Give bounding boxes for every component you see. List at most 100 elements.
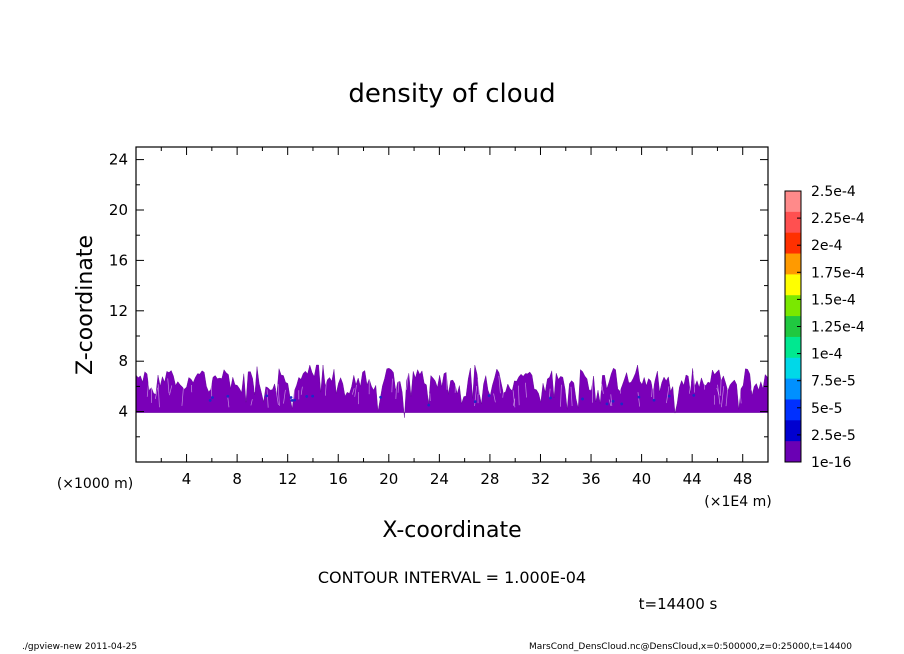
cloud-gap [637, 392, 641, 407]
cloud-speck [290, 399, 294, 402]
x-unit-label: (×1E4 m) [704, 494, 771, 510]
y-axis-ticks: 4 8 12 16 20 24 [109, 151, 768, 438]
footer-left: ./gpview-new 2011-04-25 [22, 642, 138, 652]
cloud-gap [266, 389, 269, 408]
cloud-gap [406, 373, 409, 390]
colorbar-label: 2.5e-4 [811, 184, 856, 200]
cloud-gap [300, 386, 303, 395]
cloud-speck [379, 395, 383, 399]
x-scale-note: (×1000 m) [57, 476, 133, 492]
cloud-gap [324, 376, 328, 396]
y-tick-label: 4 [118, 403, 128, 421]
cloud-gap [397, 372, 400, 393]
cloud-gap [601, 383, 604, 394]
cloud-speck [211, 396, 214, 399]
cloud-speck [605, 402, 609, 406]
x-axis-ticks: 4 8 12 16 20 24 28 32 36 40 44 48 [160, 147, 752, 488]
colorbar-label: 1e-4 [811, 347, 843, 363]
colorbar-label: 2.5e-5 [811, 428, 856, 444]
colorbar-segment [785, 357, 801, 380]
x-axis-label: X-coordinate [382, 518, 521, 543]
cloud-gap [512, 390, 516, 408]
x-tick-label: 24 [430, 470, 449, 488]
cloud-gap [560, 384, 562, 407]
cloud-gap [720, 372, 722, 396]
cloud-density-region [135, 364, 769, 418]
cloud-gap [525, 382, 527, 398]
contour-interval-text: CONTOUR INTERVAL = 1.000E-04 [318, 568, 586, 587]
cloud-gap [283, 389, 286, 404]
x-tick-label: 4 [182, 470, 192, 488]
cloud-speck [226, 394, 230, 398]
colorbar-label: 5e-5 [811, 401, 842, 417]
colorbar-segment [785, 211, 801, 234]
cloud-gap [518, 385, 520, 406]
cloud-gap [502, 381, 506, 398]
x-tick-label: 28 [480, 470, 499, 488]
cloud-gap [721, 386, 725, 408]
cloud-gap [750, 382, 753, 391]
cloud-speck [265, 394, 269, 398]
y-tick-label: 16 [109, 251, 128, 269]
cloud-speck [652, 398, 656, 402]
cloud-gap [157, 384, 160, 408]
cloud-gap [498, 375, 501, 394]
cloud-gap [692, 372, 696, 393]
cloud-speck [311, 394, 315, 398]
cloud-gap [688, 382, 692, 394]
cloud-gap [608, 399, 612, 406]
colorbar-segment [785, 336, 801, 359]
cloud-gap [725, 388, 729, 407]
x-tick-label: 32 [531, 470, 550, 488]
colorbar: 2.5e-4 2.25e-4 2e-4 1.75e-4 1.5e-4 1.25e-4 1e-… [784, 184, 865, 471]
cloud-speck [208, 399, 212, 402]
cloud-speck [427, 403, 431, 407]
colorbar-segment [785, 378, 801, 400]
colorbar-label: 1e-16 [811, 455, 851, 471]
x-tick-label: 44 [683, 470, 702, 488]
plot-frame [135, 146, 769, 463]
cloud-gap [666, 386, 670, 404]
x-tick-label: 36 [581, 470, 600, 488]
cloud-speck [549, 396, 552, 400]
y-tick-label: 12 [109, 302, 128, 320]
colorbar-segment [785, 316, 801, 338]
cloud-gap [146, 376, 150, 397]
cloud-gap [253, 380, 256, 392]
x-tick-label: 8 [232, 470, 242, 488]
x-tick-label: 16 [329, 470, 348, 488]
cloud-speck [581, 397, 584, 401]
cloud-gap [275, 389, 279, 405]
cloud-speck [305, 395, 309, 398]
colorbar-label: 1.5e-4 [811, 292, 856, 308]
cloud-gap [354, 384, 357, 397]
colorbar-segment [785, 399, 801, 421]
cloud-speck [611, 399, 615, 403]
time-text: t=14400 s [639, 595, 718, 613]
cloud-gap [351, 388, 355, 395]
colorbar-label: 2e-4 [811, 238, 843, 254]
cloud-gap [227, 397, 230, 408]
colorbar-segment [785, 295, 801, 317]
cloud-gap [391, 378, 393, 393]
cloud-speck [487, 394, 491, 397]
x-tick-label: 12 [278, 470, 297, 488]
colorbar-label: 1.25e-4 [811, 320, 865, 336]
cloud-gap [738, 380, 742, 404]
cloud-gap [181, 383, 185, 406]
cloud-gap [290, 381, 293, 391]
cloud-gap [599, 367, 602, 391]
cloud-layer [135, 364, 769, 418]
cloud-gap [610, 394, 613, 407]
y-axis-label: Z-coordinate [73, 235, 98, 375]
colorbar-segment [785, 191, 801, 213]
cloud-gap [250, 399, 253, 406]
cloud-gap [549, 388, 551, 399]
colorbar-segment [785, 420, 801, 442]
cloud-gap [293, 390, 295, 401]
cloud-gap [619, 375, 621, 394]
cloud-gap [651, 374, 654, 398]
cloud-speck [692, 394, 696, 397]
